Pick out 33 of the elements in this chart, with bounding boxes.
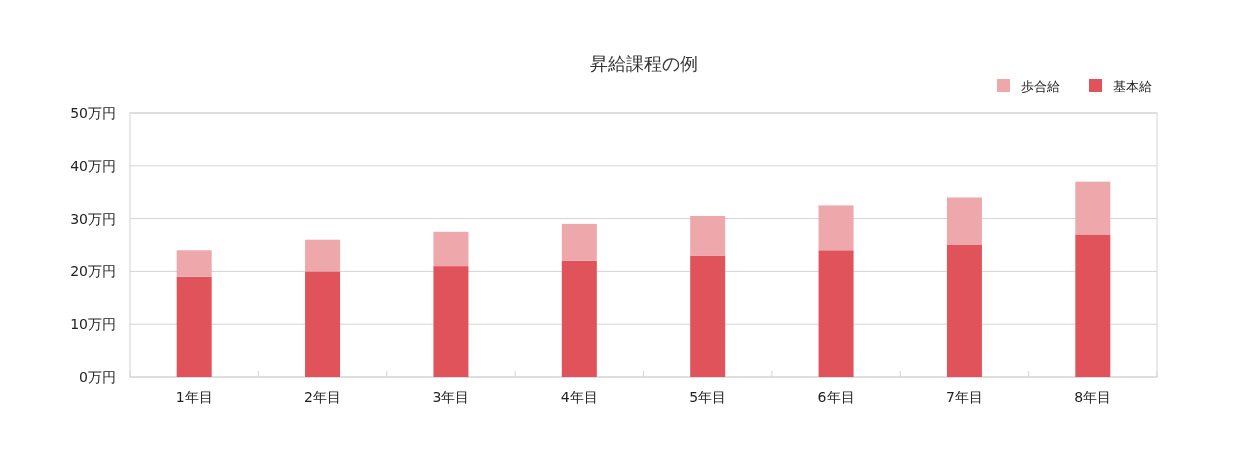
bar: [433, 266, 469, 377]
x-tick-label: 5年目: [689, 389, 727, 405]
bar: [305, 239, 341, 272]
y-tick-label: 30万円: [70, 210, 116, 227]
bar: [1075, 234, 1111, 377]
bar: [818, 250, 854, 377]
y-tick-label: 20万円: [70, 263, 116, 280]
bar: [561, 223, 597, 261]
x-tick-label: 4年目: [560, 389, 598, 405]
bar: [690, 255, 726, 377]
x-tick-label: 1年目: [175, 389, 213, 405]
bar: [818, 205, 854, 251]
legend-label: 歩合給: [1021, 79, 1060, 94]
x-tick-label: 2年目: [304, 389, 342, 405]
bar: [176, 250, 212, 277]
x-tick-label: 6年目: [817, 389, 855, 405]
bar: [1075, 181, 1111, 235]
x-tick-label: 7年目: [945, 389, 983, 405]
y-tick-label: 10万円: [70, 316, 116, 333]
x-tick-label: 3年目: [432, 389, 470, 405]
chart-title: 昇給課程の例: [589, 53, 698, 74]
bar: [305, 271, 341, 377]
y-tick-label: 50万円: [70, 105, 116, 121]
legend-label: 基本給: [1113, 79, 1152, 94]
y-tick-label: 0万円: [79, 369, 116, 385]
bar: [433, 231, 469, 267]
bar: [561, 260, 597, 377]
bar: [690, 215, 726, 256]
y-tick-label: 40万円: [70, 157, 116, 174]
bar: [946, 245, 982, 377]
bar: [946, 197, 982, 245]
x-tick-label: 8年目: [1074, 389, 1112, 405]
bar: [176, 276, 212, 377]
